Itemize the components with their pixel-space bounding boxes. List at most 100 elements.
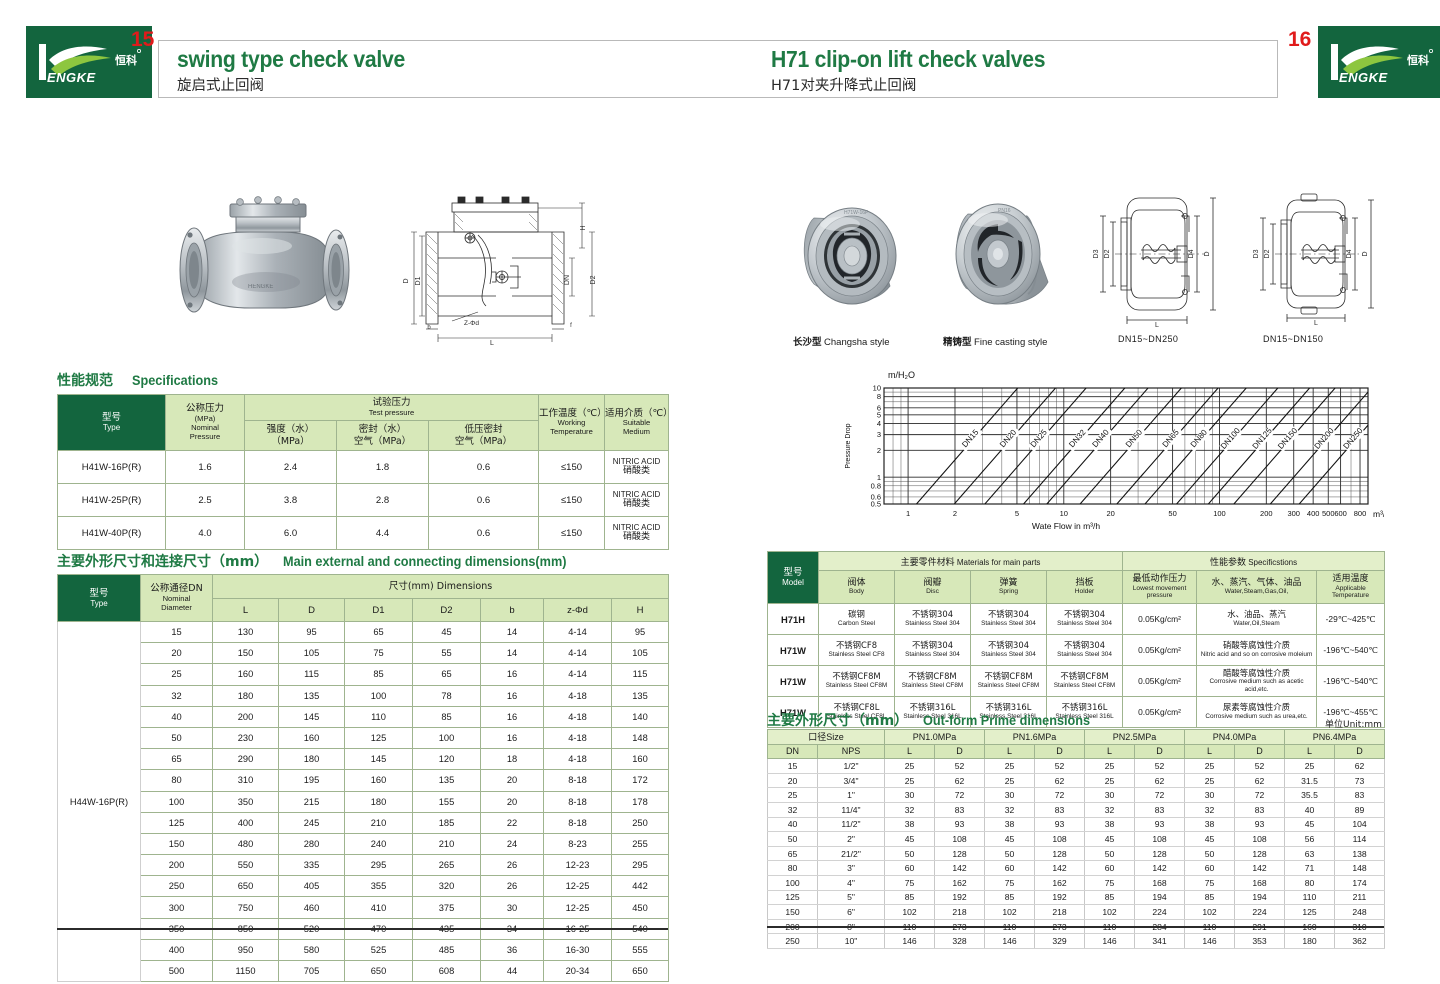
dim-label-d4: D4 (1188, 249, 1195, 258)
chart-xtick: 300 (1287, 509, 1300, 518)
mat-cell-model: H71W (767, 665, 819, 697)
spec-cell-nominal: 1.6 (165, 450, 245, 484)
out-cell-v2: 32 (984, 801, 1035, 818)
dims-table-row: H44W-16P(R) 15 130 95 65 45 14 4-14 95 (57, 620, 670, 983)
dims-th-d1: D1 (344, 598, 413, 622)
out-cell-v6: 30 (1184, 787, 1235, 803)
dims-cell-d2: 135 (412, 769, 481, 792)
out-cell-v3: 62 (1034, 772, 1085, 789)
out-cell-v6: 25 (1184, 758, 1235, 774)
mat-cell-pressure: 0.05Kg/cm² (1122, 603, 1198, 635)
spec-cell-seal: 4.4 (336, 516, 429, 550)
chart-xtick: 200 (1260, 509, 1273, 518)
mat-cell-body: 不锈钢CF8 Stainless Steel CF8 (818, 634, 895, 666)
mat-cell-holder: 不锈钢316L Stainless Steel 316L (1045, 696, 1124, 728)
out-cell-nps: 5" (817, 889, 885, 906)
outform-table-row: 125 5" 85 192 85 192 85 194 85 194 110 211 (767, 889, 1385, 906)
svg-text:PN16: PN16 (998, 208, 1011, 214)
specifications-heading: 性能规范 Specifications (57, 370, 223, 390)
dims-cell-b: 16 (480, 705, 544, 728)
dims-table-row: 25 160 115 85 65 16 4-14 115 (58, 663, 670, 686)
svg-text:H71W-16P: H71W-16P (844, 210, 869, 216)
dims-th-b: b (480, 598, 544, 622)
svg-text:f: f (570, 323, 572, 329)
out-cell-v8: 63 (1284, 845, 1335, 862)
out-th-dn: DN (767, 743, 818, 760)
dims-cell-dn: 32 (140, 684, 213, 707)
dims-cell-dn: 50 (140, 726, 213, 750)
dims-cell-d: 580 (278, 938, 345, 962)
out-cell-v6: 75 (1184, 874, 1235, 891)
dims-cell-d1: 295 (344, 854, 413, 877)
spec-th-seal: 密封（水） 空气（MPa） (336, 420, 429, 451)
dims-cell-d1: 650 (344, 959, 413, 983)
dims-cell-l: 400 (212, 811, 279, 834)
dims-cell-zd: 16-30 (543, 938, 612, 962)
mat-th-materials-group: 主要零件材料 Materials for main parts (817, 551, 1124, 571)
dims-cell-zd: 8-18 (543, 811, 612, 834)
out-cell-v5: 128 (1134, 845, 1185, 862)
dims-cell-dn: 15 (140, 620, 213, 644)
mat-cell-media: 硝酸等腐蚀性介质 Nitric acid and so on corrosive … (1196, 634, 1318, 666)
outform-dimensions-table: 口径Size PN1.0MPa PN1.6MPa PN2.5MPa PN4.0M… (767, 729, 1385, 949)
dims-table-row: 150 480 280 240 210 24 8-23 255 (58, 832, 670, 856)
dims-cell-zd: 8-23 (543, 832, 612, 856)
out-cell-dn: 25 (767, 787, 818, 803)
outform-heading-en: Out-form Prime dimensions (923, 713, 1091, 728)
out-cell-nps: 4" (817, 874, 885, 891)
out-cell-v1: 83 (934, 801, 985, 818)
dims-cell-d2: 320 (412, 875, 481, 898)
dims-cell-l: 480 (212, 832, 279, 856)
out-cell-nps: 2" (817, 831, 885, 847)
main-dimensions-heading-cn: 主要外形尺寸和连接尺寸（mm） (57, 554, 269, 570)
dims-table-row: 32 180 135 100 78 16 4-18 135 (58, 684, 670, 707)
svg-text:L: L (490, 340, 494, 347)
dims-table-row: 200 550 335 295 265 26 12-23 295 (58, 854, 670, 877)
out-cell-v2: 38 (984, 816, 1035, 833)
out-cell-nps: 3" (817, 860, 885, 876)
mat-cell-holder: 不锈钢CF8M Stainless Steel CF8M (1045, 665, 1124, 697)
out-cell-v5: 194 (1134, 889, 1185, 906)
mat-th-disc: 阀瓣 Disc (894, 570, 971, 604)
out-cell-v6: 25 (1184, 772, 1235, 789)
out-cell-v4: 25 (1084, 772, 1135, 789)
page-number-left: 15 (131, 28, 155, 51)
dims-table-row: 250 650 405 355 320 26 12-25 442 (58, 875, 670, 898)
outform-table-row: 150 6" 102 218 102 218 102 224 102 224 125 248 (767, 904, 1385, 920)
dims-cell-h: 115 (610, 663, 670, 686)
chart-xtick: 50 (1168, 509, 1176, 518)
main-dimensions-table: 型号 Type 公称通径DN Nominal Diameter 尺寸(mm) D… (57, 574, 670, 983)
out-cell-v0: 50 (884, 845, 935, 862)
dims-cell-dn: 25 (140, 663, 213, 686)
dims-cell-zd: 4-18 (543, 726, 612, 750)
mat-cell-media: 水、油品、蒸汽 Water,Oil,Steam (1196, 603, 1318, 635)
out-cell-v9: 89 (1334, 801, 1385, 818)
dims-cell-b: 18 (480, 748, 544, 771)
dims-cell-d: 245 (278, 811, 345, 834)
mat-th-holder: 挡板 Holder (1045, 570, 1124, 604)
out-cell-dn: 80 (767, 860, 818, 876)
out-cell-v7: 142 (1234, 860, 1285, 876)
mat-cell-model: H71W (767, 696, 819, 728)
dims-cell-d: 280 (278, 832, 345, 856)
out-cell-nps: 1/2" (817, 758, 885, 774)
dims-cell-d1: 180 (344, 790, 413, 813)
dims-table-row: 300 750 460 410 375 30 12-25 450 (58, 896, 670, 919)
spec-cell-lowseal: 0.6 (428, 516, 539, 550)
svg-text:恒科: 恒科 (1407, 53, 1429, 67)
dims-cell-d: 135 (278, 684, 345, 707)
brand-logo-right: ENGKE 恒科 (1318, 26, 1440, 98)
mat-cell-temp: -196℃~540℃ (1316, 634, 1386, 666)
out-cell-v3: 218 (1034, 904, 1085, 920)
chart-series-label: DN100 (1219, 426, 1243, 451)
out-cell-v4: 102 (1084, 904, 1135, 920)
spec-cell-type: H41W-16P(R) (57, 450, 166, 484)
out-cell-dn: 50 (767, 831, 818, 847)
chart-ytick: 3 (877, 430, 881, 439)
spec-table-row: H41W-25P(R) 2.5 3.8 2.8 0.6 ≤150 NITRIC ACID 硝酸… (57, 483, 669, 517)
dim-label-d2: D2 (1104, 249, 1111, 258)
out-cell-v0: 60 (884, 860, 935, 876)
out-cell-v5: 108 (1134, 831, 1185, 847)
dims-cell-dn: 40 (140, 705, 213, 728)
out-cell-v9: 362 (1334, 933, 1385, 949)
